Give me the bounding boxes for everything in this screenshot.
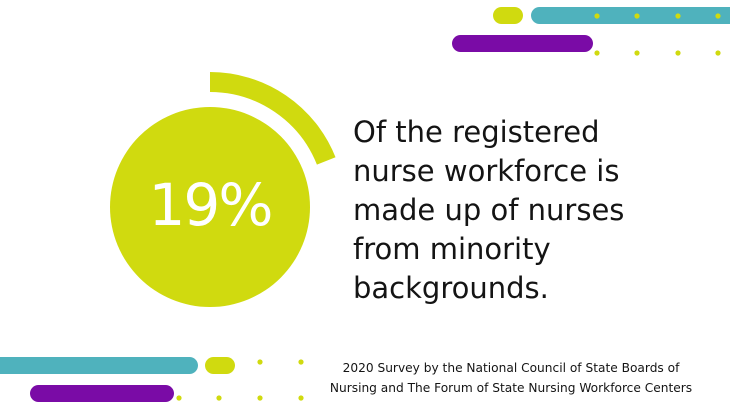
dot-bottom-1 xyxy=(257,359,263,365)
dot-top-2 xyxy=(634,13,640,19)
dot-bottom-6 xyxy=(298,395,304,401)
dot-bottom-5 xyxy=(257,395,263,401)
dot-top-1 xyxy=(594,13,600,19)
teal-bar-top xyxy=(531,7,730,24)
purple-bar-bottom xyxy=(30,385,174,402)
dot-bottom-4 xyxy=(216,395,222,401)
source-citation: 2020 Survey by the National Council of S… xyxy=(329,361,693,395)
purple-bar-top xyxy=(452,35,593,52)
dot-top-7 xyxy=(675,50,681,56)
stat-progress-arc xyxy=(209,72,336,165)
dot-top-8 xyxy=(715,50,721,56)
stat-description: Of the registered nurse workforce is mad… xyxy=(353,115,625,305)
dot-top-6 xyxy=(634,50,640,56)
dot-bottom-3 xyxy=(176,395,182,401)
dot-top-4 xyxy=(715,13,721,19)
teal-bar-bottom xyxy=(0,357,198,374)
lime-pill-bottom xyxy=(205,357,235,374)
lime-pill-top xyxy=(493,7,523,24)
dot-top-3 xyxy=(675,13,681,19)
dot-top-5 xyxy=(594,50,600,56)
stat-circle xyxy=(110,107,310,307)
dot-bottom-2 xyxy=(298,359,304,365)
stat-percentage: 19% xyxy=(148,171,274,239)
